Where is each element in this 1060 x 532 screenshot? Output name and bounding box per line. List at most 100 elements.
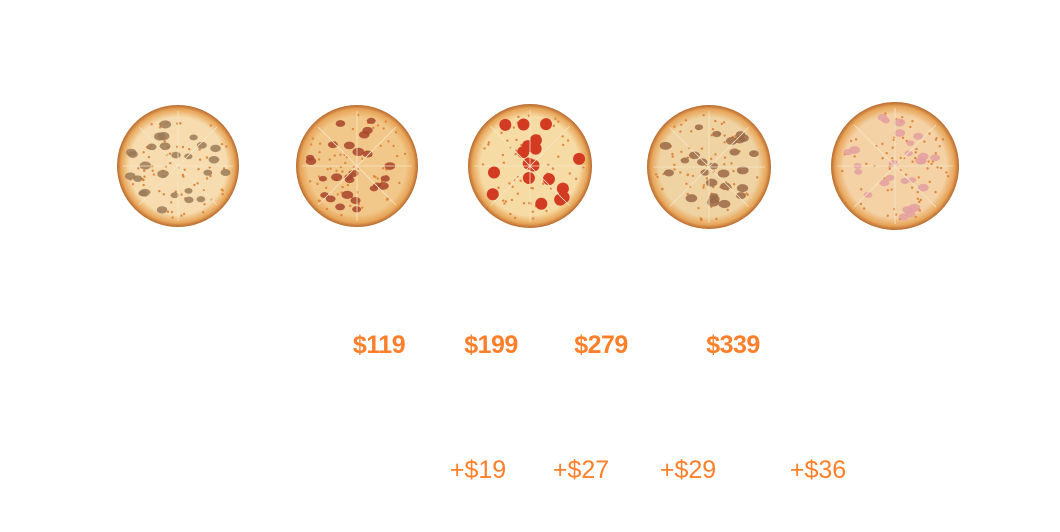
topping xyxy=(573,152,586,165)
topping xyxy=(335,203,346,211)
cheese-spot xyxy=(318,142,322,145)
cheese-spot xyxy=(947,175,950,178)
topping xyxy=(486,188,499,201)
cheese-spot xyxy=(928,180,931,184)
topping xyxy=(203,169,213,176)
cheese-spot xyxy=(181,145,185,149)
cheese-spot xyxy=(487,143,490,146)
topping xyxy=(184,196,194,204)
topping xyxy=(898,213,909,221)
cheese-spot xyxy=(183,168,186,171)
cheese-spot xyxy=(131,182,135,186)
topping xyxy=(208,156,220,164)
topping xyxy=(184,188,193,194)
cheese-spot xyxy=(673,168,676,171)
cheese-spot xyxy=(387,140,390,143)
cheese-spot xyxy=(680,150,683,154)
cheese-spot xyxy=(914,151,918,154)
topping xyxy=(196,141,207,149)
cheese-spot xyxy=(881,142,884,146)
cheese-spot xyxy=(726,208,729,212)
cheese-spot xyxy=(513,179,517,182)
cheese-spot xyxy=(151,169,154,172)
topping xyxy=(697,158,708,166)
bacon-pizza-image xyxy=(296,105,418,227)
cheese-spot xyxy=(939,166,943,170)
topping xyxy=(917,183,929,192)
topping xyxy=(327,141,338,149)
cheese-spot xyxy=(511,185,514,188)
cheese-spot xyxy=(531,210,535,214)
cheese-spot xyxy=(915,147,918,151)
cheese-spot xyxy=(914,215,917,219)
cheese-spot xyxy=(137,167,140,170)
cheese-spot xyxy=(531,187,535,190)
cheese-spot xyxy=(181,173,185,177)
cheese-spot xyxy=(142,183,145,187)
topping xyxy=(159,142,171,151)
cheese-spot xyxy=(152,173,156,176)
cheese-spot xyxy=(688,146,691,150)
cheese-spot xyxy=(208,166,211,169)
topping xyxy=(325,195,336,203)
topping xyxy=(133,175,143,182)
cheese-spot xyxy=(311,137,314,140)
cheese-spot xyxy=(552,124,556,128)
cheese-spot xyxy=(930,162,933,166)
cheese-spot xyxy=(557,120,560,123)
topping xyxy=(930,154,941,162)
cheese-spot xyxy=(934,152,937,155)
topping xyxy=(700,169,710,176)
cheese-spot xyxy=(379,144,382,148)
topping xyxy=(521,140,534,153)
topping xyxy=(369,185,379,192)
cheese-spot xyxy=(673,125,676,128)
cheese-spot xyxy=(361,206,364,209)
cheese-spot xyxy=(886,189,890,192)
cheese-spot xyxy=(166,210,170,213)
cheese-spot xyxy=(351,127,355,131)
cheese-spot xyxy=(179,122,182,125)
cheese-spot xyxy=(169,162,172,165)
cheese-spot xyxy=(679,171,682,174)
cheese-spot xyxy=(904,173,908,176)
cheese-spot xyxy=(732,169,735,173)
cheese-spot xyxy=(551,167,555,170)
topping xyxy=(171,151,181,159)
cheese-spot xyxy=(914,156,917,160)
cheese-spot xyxy=(934,138,938,141)
cheese-spot xyxy=(514,152,517,156)
cheese-spot xyxy=(699,218,703,222)
cheese-spot xyxy=(346,183,350,187)
topping xyxy=(894,129,906,137)
cheese-spot xyxy=(890,188,893,191)
cheese-spot xyxy=(198,148,201,151)
cheese-spot xyxy=(723,156,727,159)
topping xyxy=(694,124,704,131)
cheese-spot xyxy=(562,143,565,147)
cheese-spot xyxy=(755,176,759,179)
cheese-spot xyxy=(376,124,380,127)
cheese-spot xyxy=(671,152,674,156)
topping xyxy=(335,120,346,127)
cheese-spot xyxy=(198,158,202,161)
topping xyxy=(663,169,674,177)
cheese-spot xyxy=(503,202,506,205)
extra-price-1: +$19 xyxy=(449,456,507,484)
cheese-spot xyxy=(225,145,228,148)
cheese-spot xyxy=(487,141,491,144)
topping xyxy=(139,161,152,170)
cheese-spot xyxy=(900,115,904,119)
cheese-spot xyxy=(168,152,172,155)
price-2: $199 xyxy=(464,331,518,359)
topping xyxy=(708,162,719,170)
cheese-spot xyxy=(859,202,863,206)
cheese-spot xyxy=(335,169,338,173)
cheese-spot xyxy=(174,190,177,193)
cheese-spot xyxy=(170,210,174,214)
cheese-spot xyxy=(686,192,689,196)
cheese-spot xyxy=(714,153,717,156)
topping xyxy=(540,118,553,131)
topping xyxy=(535,197,548,210)
cheese-spot xyxy=(705,177,709,180)
